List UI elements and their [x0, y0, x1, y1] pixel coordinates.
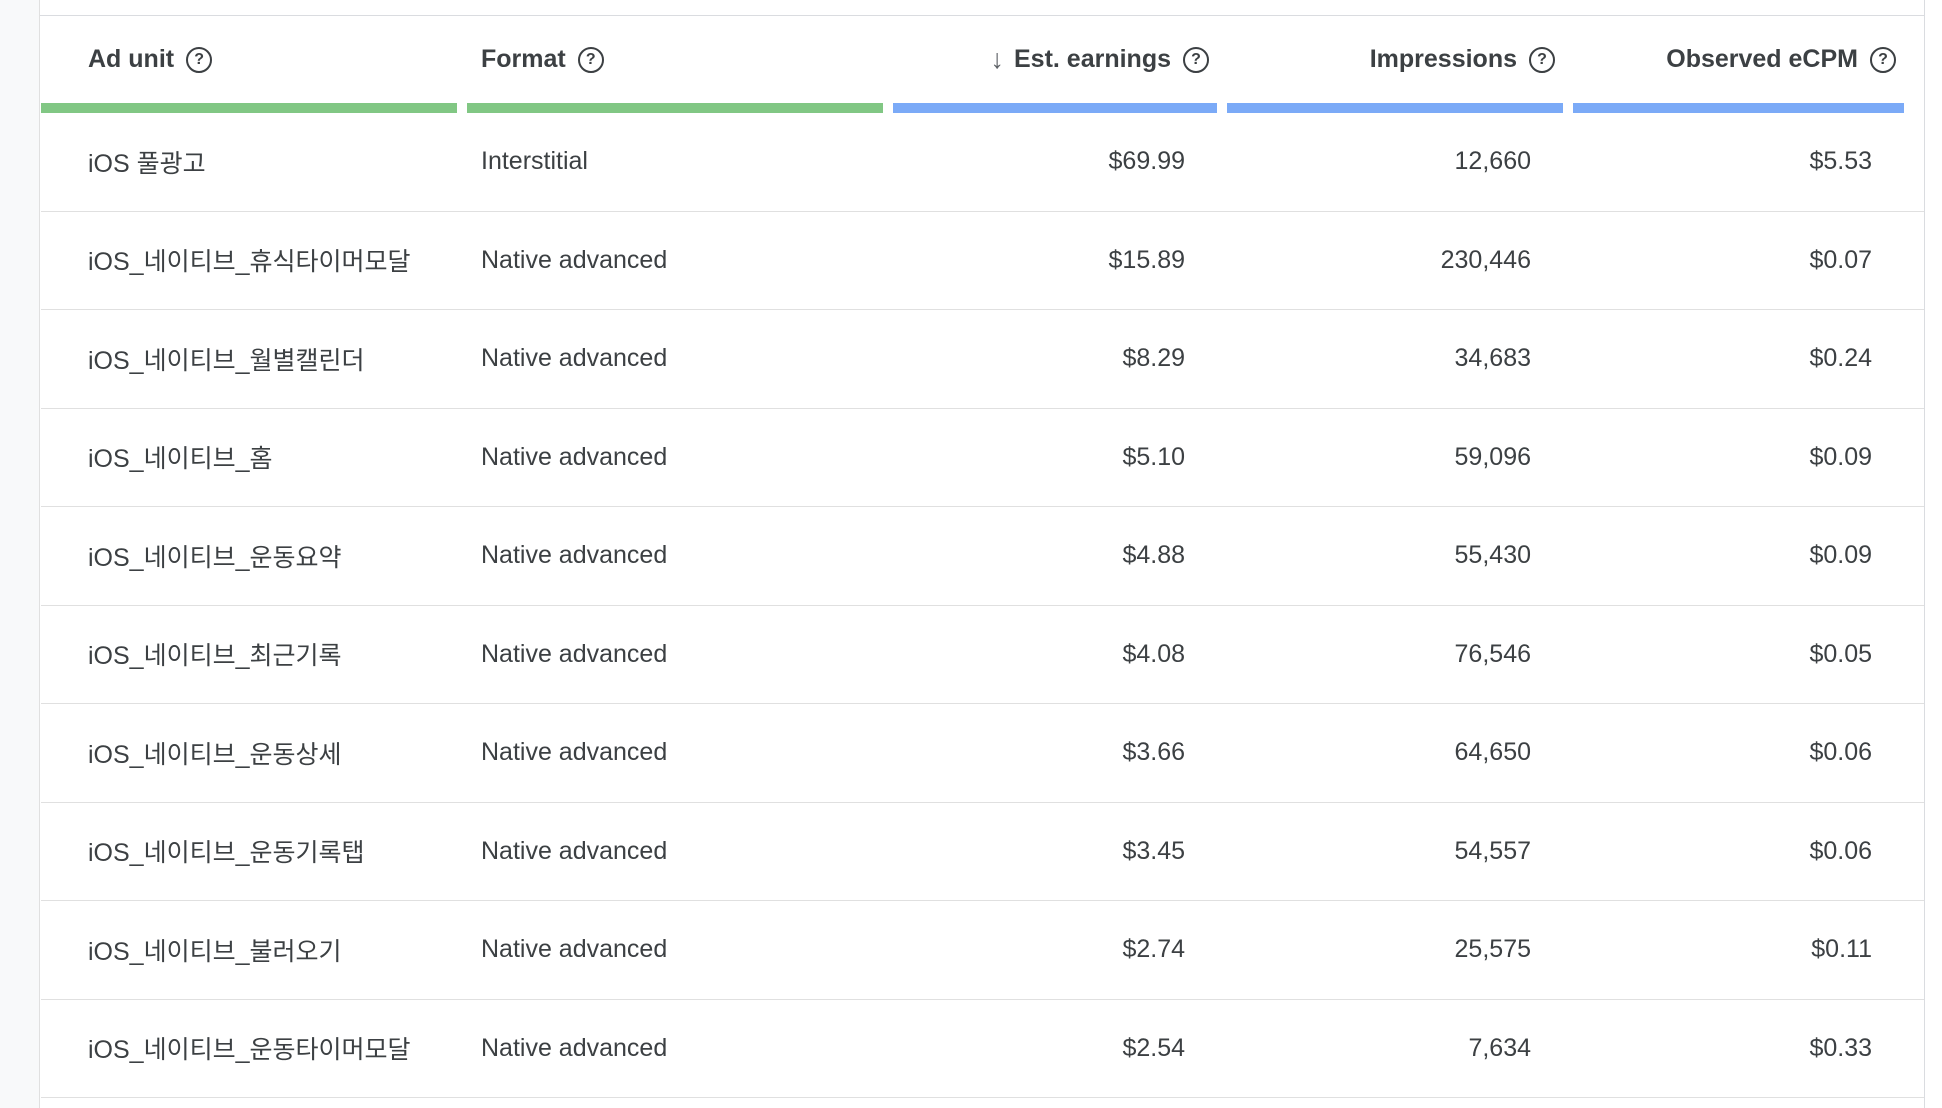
cell-observed-ecpm: $0.24	[1809, 344, 1872, 373]
cell-format: Native advanced	[481, 1033, 668, 1062]
column-label-ad-unit: Ad unit	[88, 45, 175, 73]
dimension-bar-ad-unit	[41, 103, 457, 113]
cell-ad-unit: iOS_네이티브_불러오기	[88, 937, 342, 966]
cell-ad-unit: iOS_네이티브_운동기록탭	[88, 839, 365, 868]
cell-impressions: 25,575	[1454, 935, 1531, 964]
table-body: iOS 풀광고 Interstitial $69.99 12,660 $5.53…	[41, 113, 1924, 1098]
help-icon[interactable]: ?	[577, 46, 604, 73]
cell-format: Native advanced	[481, 442, 668, 471]
cell-est-earnings: $69.99	[1108, 147, 1185, 176]
cell-format: Interstitial	[481, 147, 588, 176]
cell-format: Native advanced	[481, 344, 668, 373]
help-icon[interactable]: ?	[1870, 46, 1896, 73]
table-row: iOS_네이티브_불러오기 Native advanced $2.74 25,5…	[41, 901, 1924, 1000]
dimension-bar-format	[467, 103, 883, 113]
cell-ad-unit: iOS_네이티브_홈	[88, 445, 273, 474]
cell-observed-ecpm: $0.05	[1809, 639, 1872, 668]
table-row: iOS_네이티브_운동요약 Native advanced $4.88 55,4…	[41, 507, 1924, 606]
cell-ad-unit: iOS_네이티브_최근기록	[88, 642, 342, 671]
cell-impressions: 59,096	[1454, 442, 1531, 471]
table-header-row: Ad unit ? Format ? ↓ Est. earnings ? Imp…	[41, 16, 1924, 103]
cell-ad-unit: iOS_네이티브_운동타이머모달	[88, 1036, 411, 1065]
column-color-bars	[41, 103, 1924, 113]
metric-bar-observed-ecpm	[1573, 103, 1904, 113]
metric-bar-impressions	[1227, 103, 1563, 113]
table-right-border	[1924, 0, 1925, 1108]
cell-observed-ecpm: $5.53	[1809, 147, 1872, 176]
cell-format: Native advanced	[481, 738, 668, 767]
cell-ad-unit: iOS_네이티브_월별캘린더	[88, 346, 365, 375]
cell-ad-unit: iOS 풀광고	[88, 149, 206, 178]
column-header-est-earnings[interactable]: ↓ Est. earnings ?	[893, 45, 1217, 74]
help-icon[interactable]: ?	[186, 46, 213, 73]
cell-est-earnings: $3.66	[1122, 738, 1185, 767]
cell-impressions: 54,557	[1454, 836, 1531, 865]
table-row: iOS 풀광고 Interstitial $69.99 12,660 $5.53	[41, 113, 1924, 212]
cell-est-earnings: $4.08	[1122, 639, 1185, 668]
cell-format: Native advanced	[481, 541, 668, 570]
cell-est-earnings: $5.10	[1122, 442, 1185, 471]
column-label-est-earnings: Est. earnings	[1014, 45, 1171, 73]
column-label-impressions: Impressions	[1369, 45, 1517, 73]
column-label-observed-ecpm: Observed eCPM	[1666, 45, 1858, 73]
cell-est-earnings: $3.45	[1122, 836, 1185, 865]
cell-ad-unit: iOS_네이티브_운동상세	[88, 740, 342, 769]
table-row: iOS_네이티브_홈 Native advanced $5.10 59,096 …	[41, 409, 1924, 507]
cell-observed-ecpm: $0.09	[1809, 442, 1872, 471]
column-header-observed-ecpm[interactable]: Observed eCPM ?	[1573, 45, 1904, 74]
cell-format: Native advanced	[481, 245, 668, 274]
column-label-format: Format	[481, 45, 566, 73]
cell-observed-ecpm: $0.33	[1809, 1033, 1872, 1062]
cell-est-earnings: $15.89	[1108, 245, 1185, 274]
metric-bar-est-earnings	[893, 103, 1217, 113]
sidebar-edge	[0, 0, 40, 1108]
cell-impressions: 230,446	[1440, 245, 1531, 274]
column-header-format[interactable]: Format ?	[467, 45, 883, 74]
cell-observed-ecpm: $0.06	[1809, 836, 1872, 865]
help-icon[interactable]: ?	[1529, 46, 1555, 73]
cell-impressions: 64,650	[1454, 738, 1531, 767]
table-row: iOS_네이티브_최근기록 Native advanced $4.08 76,5…	[41, 606, 1924, 704]
cell-impressions: 76,546	[1454, 639, 1531, 668]
cell-ad-unit: iOS_네이티브_휴식타이머모달	[88, 248, 411, 277]
cell-format: Native advanced	[481, 935, 668, 964]
cell-impressions: 55,430	[1454, 541, 1531, 570]
cell-observed-ecpm: $0.07	[1809, 245, 1872, 274]
cell-impressions: 7,634	[1468, 1033, 1531, 1062]
cell-observed-ecpm: $0.11	[1811, 935, 1872, 964]
cell-ad-unit: iOS_네이티브_운동요약	[88, 543, 342, 572]
cell-impressions: 12,660	[1454, 147, 1531, 176]
table-row: iOS_네이티브_운동타이머모달 Native advanced $2.54 7…	[41, 1000, 1924, 1098]
table-row: iOS_네이티브_휴식타이머모달 Native advanced $15.89 …	[41, 212, 1924, 310]
cell-format: Native advanced	[481, 639, 668, 668]
cell-est-earnings: $2.54	[1122, 1033, 1185, 1062]
cell-est-earnings: $2.74	[1122, 935, 1185, 964]
ad-units-report-table: Ad unit ? Format ? ↓ Est. earnings ? Imp…	[40, 15, 1924, 1098]
help-icon[interactable]: ?	[1183, 46, 1209, 73]
column-header-ad-unit[interactable]: Ad unit ?	[41, 45, 457, 74]
sort-descending-icon: ↓	[990, 44, 1005, 74]
cell-est-earnings: $8.29	[1122, 344, 1185, 373]
table-row: iOS_네이티브_운동기록탭 Native advanced $3.45 54,…	[41, 803, 1924, 901]
cell-impressions: 34,683	[1454, 344, 1531, 373]
column-header-impressions[interactable]: Impressions ?	[1227, 45, 1563, 74]
cell-observed-ecpm: $0.06	[1809, 738, 1872, 767]
cell-observed-ecpm: $0.09	[1809, 541, 1872, 570]
cell-est-earnings: $4.88	[1122, 541, 1185, 570]
table-row: iOS_네이티브_운동상세 Native advanced $3.66 64,6…	[41, 704, 1924, 803]
cell-format: Native advanced	[481, 836, 668, 865]
table-row: iOS_네이티브_월별캘린더 Native advanced $8.29 34,…	[41, 310, 1924, 409]
